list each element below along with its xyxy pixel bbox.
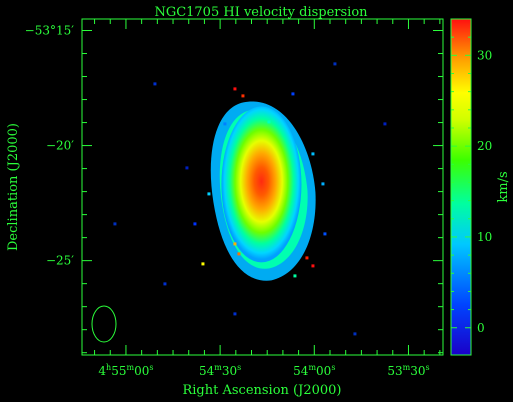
map-pixel (113, 222, 117, 226)
map-pixel (201, 262, 205, 266)
x-tick-label: 53m30s (387, 363, 429, 378)
map-pixel (291, 92, 295, 96)
map-pixel (383, 122, 387, 126)
map-pixel (233, 312, 237, 316)
x-tick-label: 54m30s (199, 363, 241, 378)
map-pixel (311, 152, 315, 156)
colorbar (450, 18, 472, 356)
y-tick-label: −53°15′ (25, 24, 75, 38)
map-pixel (353, 332, 357, 336)
map-pixel (193, 222, 197, 226)
map-pixel (241, 94, 245, 98)
colorbar-ticks: 0 10 20 30 (451, 36, 492, 335)
x-tick-label: 54m00s (293, 363, 335, 378)
y-tick-label: −25′ (46, 254, 74, 268)
x-tick-label: 4h55m00s (98, 363, 153, 378)
map-pixel (233, 242, 237, 246)
colorbar-tick-label: 10 (477, 230, 492, 244)
map-pixel (333, 62, 337, 66)
x-axis-label: Right Ascension (J2000) (182, 383, 341, 398)
y-tick-label: −20′ (46, 139, 74, 153)
colorbar-tick-label: 30 (477, 48, 492, 62)
chart-title: NGC1705 HI velocity dispersion (154, 5, 368, 20)
velocity-dispersion-map (82, 19, 443, 355)
map-pixel (311, 264, 315, 268)
beam-ellipse (91, 305, 117, 343)
map-pixel (223, 122, 227, 126)
map-pixel (323, 232, 327, 236)
plot-frame (81, 18, 444, 356)
map-pixel (185, 166, 189, 170)
map-pixel (233, 87, 237, 91)
colorbar-tick-label: 20 (477, 139, 492, 153)
map-pixel (267, 120, 271, 124)
map-pixel (207, 192, 211, 196)
map-pixel (163, 282, 167, 286)
colorbar-label: km/s (496, 171, 511, 202)
map-pixel (321, 182, 325, 186)
map-pixel (153, 82, 157, 86)
map-pixel (305, 256, 309, 260)
map-pixel (293, 274, 297, 278)
colorbar-tick-label: 0 (477, 321, 485, 335)
axis-ticks: 4h55m00s 54m30s 54m00s 53m30s −53°15′ −20′ −25… (25, 19, 443, 378)
map-pixel (237, 252, 241, 256)
y-axis-label: Declination (J2000) (6, 123, 21, 251)
source-core (221, 106, 302, 263)
